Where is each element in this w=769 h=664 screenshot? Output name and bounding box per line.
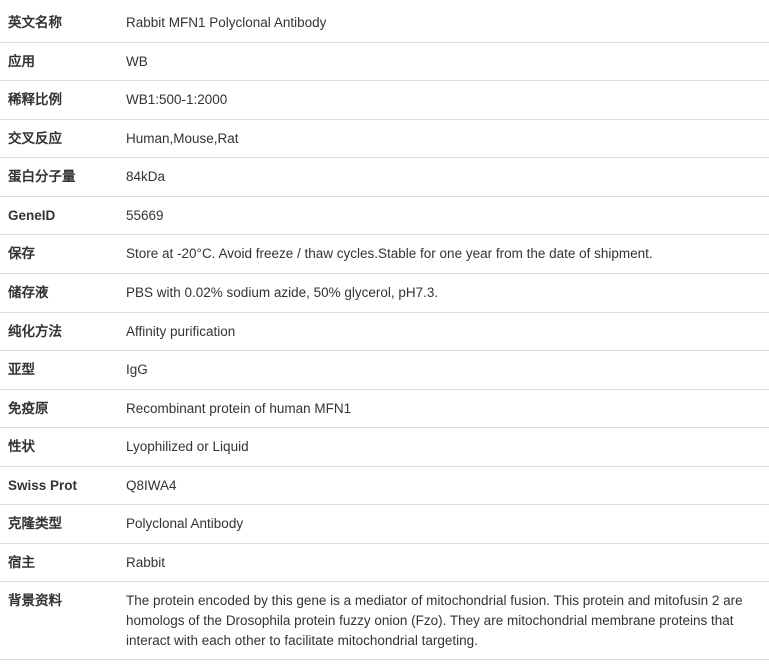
spec-row: 克隆类型Polyclonal Antibody <box>0 505 769 544</box>
spec-row: 性状Lyophilized or Liquid <box>0 428 769 467</box>
spec-row: 英文名称Rabbit MFN1 Polyclonal Antibody <box>0 4 769 42</box>
spec-row: 宿主Rabbit <box>0 543 769 582</box>
spec-row: 储存液PBS with 0.02% sodium azide, 50% glyc… <box>0 273 769 312</box>
spec-row-label: Swiss Prot <box>0 466 118 505</box>
spec-row: GeneID55669 <box>0 196 769 235</box>
spec-row-label: 性状 <box>0 428 118 467</box>
spec-row-value: Affinity purification <box>118 312 769 351</box>
spec-row: 免疫原Recombinant protein of human MFN1 <box>0 389 769 428</box>
spec-row-value: Rabbit MFN1 Polyclonal Antibody <box>118 4 769 42</box>
spec-row-label: 纯化方法 <box>0 312 118 351</box>
spec-row-label: 背景资料 <box>0 582 118 660</box>
spec-row-label: 稀释比例 <box>0 81 118 120</box>
spec-row: 亚型IgG <box>0 351 769 390</box>
spec-row-label: 储存液 <box>0 273 118 312</box>
spec-row: 背景资料The protein encoded by this gene is … <box>0 582 769 660</box>
spec-row-value: Recombinant protein of human MFN1 <box>118 389 769 428</box>
spec-row-value: Store at -20°C. Avoid freeze / thaw cycl… <box>118 235 769 274</box>
spec-row-label: 克隆类型 <box>0 505 118 544</box>
spec-row-value: WB <box>118 42 769 81</box>
spec-row-value: WB1:500-1:2000 <box>118 81 769 120</box>
spec-table-body: 英文名称Rabbit MFN1 Polyclonal Antibody应用WB稀… <box>0 4 769 660</box>
spec-row-label: 应用 <box>0 42 118 81</box>
spec-row-value: Polyclonal Antibody <box>118 505 769 544</box>
spec-row: 纯化方法Affinity purification <box>0 312 769 351</box>
spec-row-label: 免疫原 <box>0 389 118 428</box>
spec-row-value: Lyophilized or Liquid <box>118 428 769 467</box>
spec-row-label: 亚型 <box>0 351 118 390</box>
spec-row: Swiss ProtQ8IWA4 <box>0 466 769 505</box>
spec-table: 英文名称Rabbit MFN1 Polyclonal Antibody应用WB稀… <box>0 4 769 660</box>
spec-row: 稀释比例WB1:500-1:2000 <box>0 81 769 120</box>
spec-row: 保存Store at -20°C. Avoid freeze / thaw cy… <box>0 235 769 274</box>
spec-row-value: Q8IWA4 <box>118 466 769 505</box>
spec-row-label: 宿主 <box>0 543 118 582</box>
spec-row: 应用WB <box>0 42 769 81</box>
spec-row-label: 英文名称 <box>0 4 118 42</box>
spec-row-value: IgG <box>118 351 769 390</box>
spec-row-value: Rabbit <box>118 543 769 582</box>
spec-row-label: GeneID <box>0 196 118 235</box>
spec-row-value: Human,Mouse,Rat <box>118 119 769 158</box>
spec-row-label: 蛋白分子量 <box>0 158 118 197</box>
spec-row-value: 55669 <box>118 196 769 235</box>
spec-row-label: 交叉反应 <box>0 119 118 158</box>
spec-row: 蛋白分子量84kDa <box>0 158 769 197</box>
spec-row: 交叉反应Human,Mouse,Rat <box>0 119 769 158</box>
spec-row-value: 84kDa <box>118 158 769 197</box>
spec-row-value: The protein encoded by this gene is a me… <box>118 582 769 660</box>
spec-row-value: PBS with 0.02% sodium azide, 50% glycero… <box>118 273 769 312</box>
spec-row-label: 保存 <box>0 235 118 274</box>
